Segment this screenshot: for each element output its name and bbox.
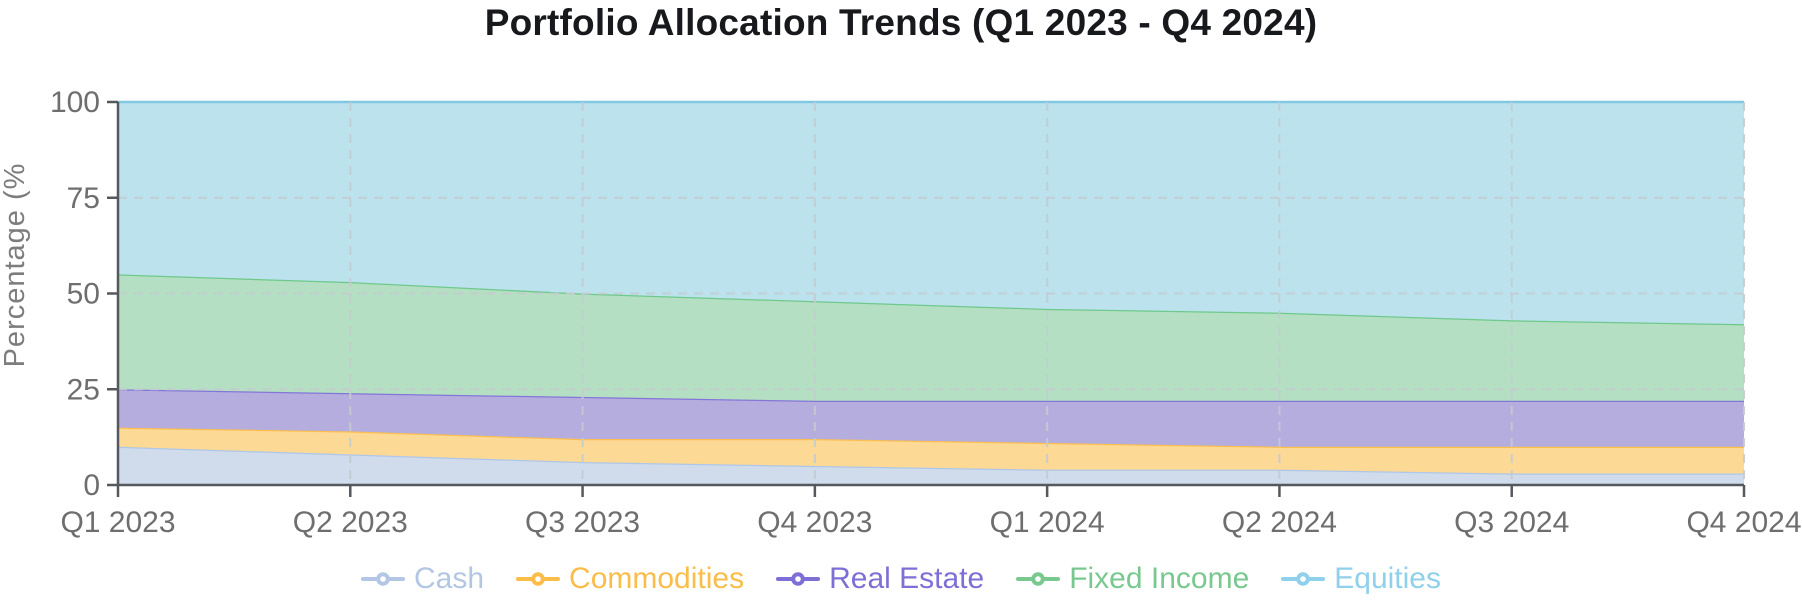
legend-marker-cash-icon: [360, 572, 405, 586]
legend-label-cash: Cash: [413, 562, 485, 595]
legend-label-fixed-income: Fixed Income: [1069, 562, 1250, 595]
area-cash: [118, 446, 1744, 485]
legend-item-cash[interactable]: Cash: [360, 562, 485, 595]
legend-marker-real-estate-icon: [776, 572, 821, 586]
x-tick-label: Q4 2023: [757, 506, 872, 539]
x-tick-label: Q3 2024: [1454, 506, 1569, 539]
legend-marker-fixed-income-icon: [1016, 572, 1061, 586]
legend-marker-equities-icon: [1281, 572, 1326, 586]
legend-item-fixed-income[interactable]: Fixed Income: [1016, 564, 1249, 594]
legend-item-commodities[interactable]: Commodities: [516, 564, 744, 594]
chart-title: Portfolio Allocation Trends (Q1 2023 - Q…: [484, 2, 1318, 43]
area-fixed-income: [118, 274, 1744, 401]
y-axis-title: Percentage (%: [0, 163, 31, 368]
y-tick-label: 50: [67, 278, 100, 311]
x-tick-label: Q2 2023: [293, 506, 408, 539]
x-tick-label: Q4 2024: [1686, 506, 1801, 539]
y-tick-label: 75: [67, 182, 100, 215]
legend-item-real-estate[interactable]: Real Estate: [776, 564, 984, 594]
legend-label-real-estate: Real Estate: [829, 562, 985, 595]
x-tick-label: Q1 2024: [990, 506, 1105, 539]
legend-item-equities[interactable]: Equities: [1281, 564, 1441, 594]
plot-area: 0 25 50 75 100 Q1 2023 Q2 2023 Q3 2023 Q4 2023 Q1…: [0, 86, 1802, 539]
x-tick-label: Q1 2023: [60, 506, 175, 539]
area-real-estate: [118, 389, 1744, 447]
y-tick-label: 100: [50, 86, 100, 119]
legend-marker-commodities-icon: [516, 572, 561, 586]
legend: Cash Commodities Real Estate Fixed Income Eq…: [0, 556, 1802, 602]
area-equities: [118, 102, 1744, 325]
x-tick-label: Q2 2024: [1222, 506, 1337, 539]
y-tick-label: 25: [67, 373, 100, 406]
legend-label-commodities: Commodities: [569, 562, 745, 595]
x-tick-label: Q3 2023: [525, 506, 640, 539]
y-tick-label: 0: [83, 469, 100, 502]
legend-label-equities: Equities: [1334, 562, 1441, 595]
area-commodities: [118, 427, 1744, 474]
